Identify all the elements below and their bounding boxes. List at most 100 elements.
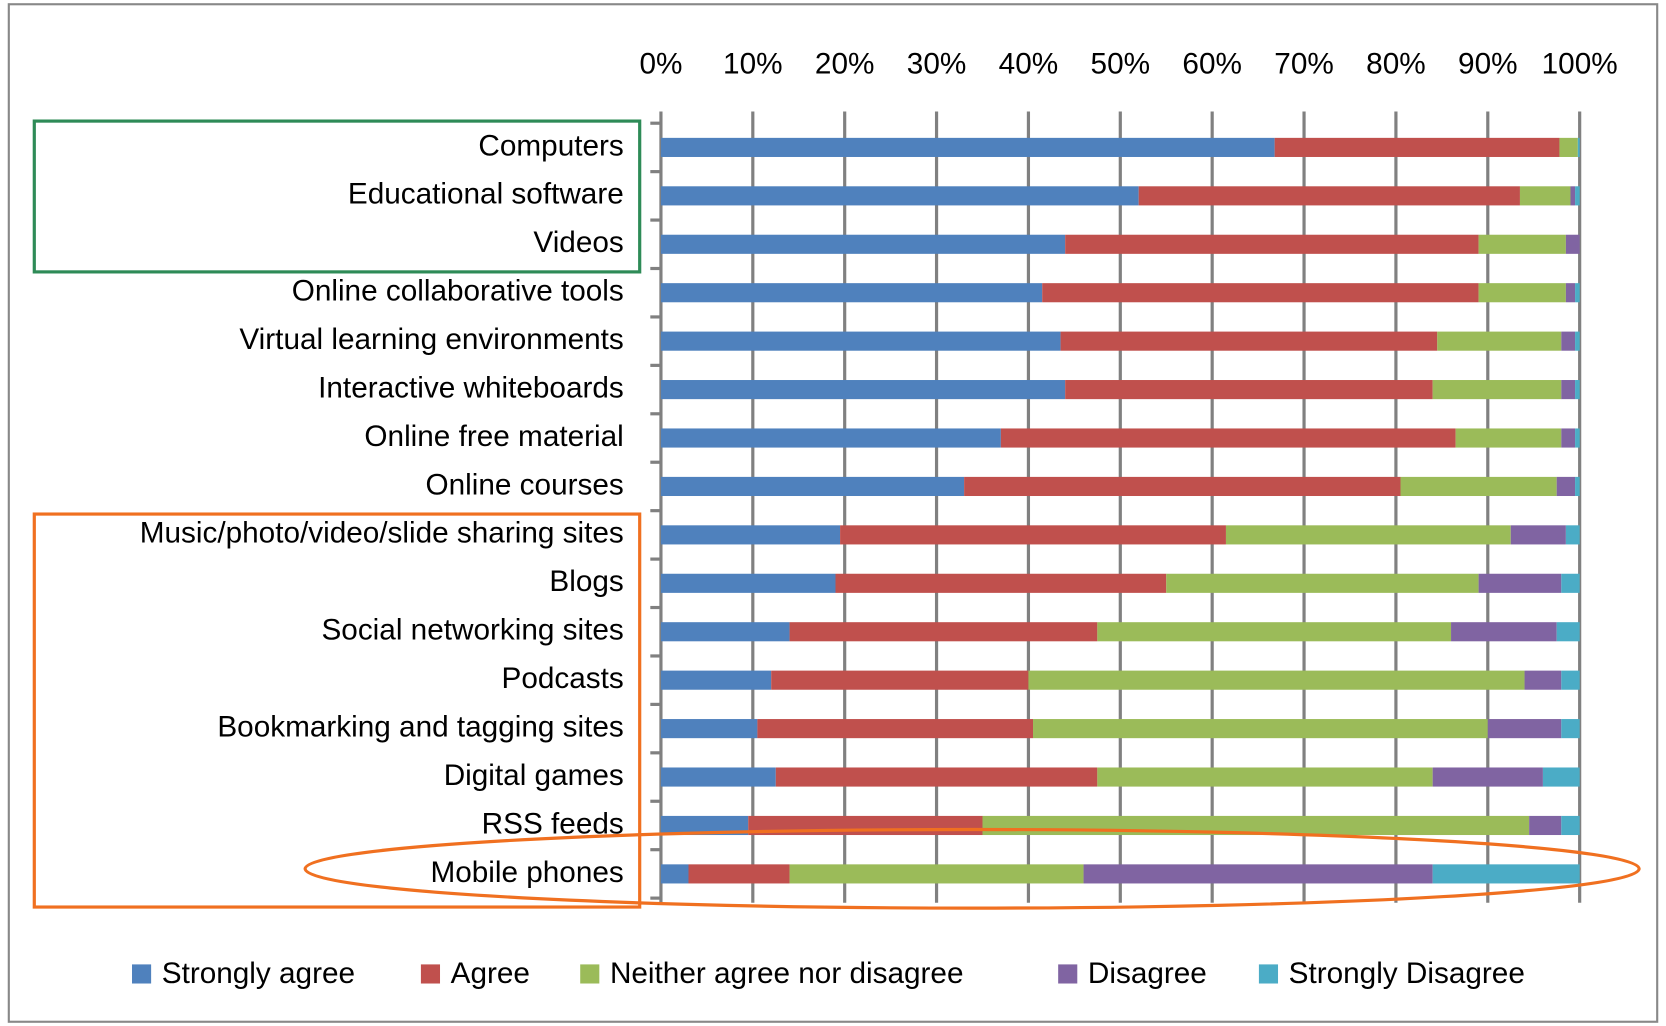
highlight-box xyxy=(32,119,642,274)
bar-segment xyxy=(1556,622,1580,642)
highlight-box xyxy=(32,512,642,909)
legend-label: Agree xyxy=(451,957,530,990)
bar-segment xyxy=(1575,331,1580,351)
bar-segment xyxy=(660,670,772,690)
highlight-ellipse xyxy=(303,827,1641,910)
bar-segment xyxy=(1000,428,1456,448)
bar-segment xyxy=(1400,476,1557,497)
bar-segment xyxy=(771,670,1029,690)
bar-segment xyxy=(1478,283,1566,303)
bar-segment xyxy=(1565,283,1576,303)
legend-swatch xyxy=(580,964,600,984)
x-tick-label: 100% xyxy=(1542,48,1618,81)
bar-segment xyxy=(757,719,1034,739)
bar-segment xyxy=(1561,670,1580,690)
bar-segment xyxy=(1097,622,1452,642)
y-tick-label: Interactive whiteboards xyxy=(318,371,624,404)
bar-segment xyxy=(688,864,790,884)
bar-segment xyxy=(660,719,758,739)
x-tick-label: 30% xyxy=(907,48,966,81)
bar-segment xyxy=(1432,864,1580,884)
bar-segment xyxy=(1561,428,1576,448)
y-tick-label: Online free material xyxy=(364,420,623,453)
bar-segment xyxy=(1561,331,1576,351)
x-tick-label: 20% xyxy=(815,48,874,81)
bar-segment xyxy=(1478,234,1566,254)
y-tick-label: Mobile phones xyxy=(430,856,623,889)
y-tick-label: Virtual learning environments xyxy=(239,323,623,356)
bar-segment xyxy=(1575,380,1580,400)
y-tick-label: Educational software xyxy=(348,178,624,211)
bar-segment xyxy=(1561,380,1576,400)
bar-segment xyxy=(660,137,1275,157)
x-tick-label: 10% xyxy=(723,48,782,81)
y-tick-label: Digital games xyxy=(444,759,624,792)
bar-segment xyxy=(660,525,841,545)
bar-segment xyxy=(1097,767,1433,787)
y-tick-label: Podcasts xyxy=(502,662,624,695)
bar-segment xyxy=(660,331,1061,351)
bar-segment xyxy=(1225,525,1511,545)
legend-label: Strongly Disagree xyxy=(1289,957,1525,990)
x-tick-label: 0% xyxy=(639,48,682,81)
x-tick-label: 90% xyxy=(1458,48,1517,81)
bar-segment xyxy=(1561,815,1580,836)
bar-segment xyxy=(1028,670,1525,690)
bar-segment xyxy=(1033,719,1488,739)
bar-segment xyxy=(1577,137,1580,157)
bar-segment xyxy=(964,476,1401,497)
bar-segment xyxy=(1083,864,1433,884)
bar-segment xyxy=(660,573,836,593)
bar-segment xyxy=(1042,283,1479,303)
bar-segment xyxy=(1065,234,1479,254)
bar-segment xyxy=(660,815,749,836)
bar-segment xyxy=(1065,380,1433,400)
bar-segment xyxy=(1432,767,1543,787)
bar-segment xyxy=(1575,283,1580,303)
x-tick-label: 70% xyxy=(1274,48,1333,81)
bar-segment xyxy=(660,380,1066,400)
x-tick-label: 40% xyxy=(999,48,1058,81)
bar-segment xyxy=(1570,186,1576,206)
legend-swatch xyxy=(132,964,152,984)
bar-segment xyxy=(1556,476,1576,497)
bar-segment xyxy=(1529,815,1562,836)
legend-swatch xyxy=(1258,964,1279,984)
bar-segment xyxy=(660,622,790,642)
bar-segment xyxy=(1565,234,1580,254)
bar-segment xyxy=(1519,186,1571,206)
bar-segment xyxy=(775,767,1098,787)
bar-segment xyxy=(1575,476,1580,497)
bar-segment xyxy=(789,864,1084,884)
bar-segment xyxy=(1487,719,1562,739)
bar-segment xyxy=(660,283,1043,303)
bar-segment xyxy=(1138,186,1520,206)
x-tick-label: 50% xyxy=(1091,48,1150,81)
bar-segment xyxy=(1510,525,1566,545)
legend-label: Neither agree nor disagree xyxy=(610,957,964,990)
legend-swatch xyxy=(420,964,441,984)
bar-segment xyxy=(1060,331,1438,351)
bar-segment xyxy=(1451,622,1557,642)
x-tick-label: 80% xyxy=(1366,48,1425,81)
y-tick-label: Blogs xyxy=(549,565,623,598)
bar-segment xyxy=(1559,137,1578,157)
bar-segment xyxy=(1478,573,1562,593)
bar-segment xyxy=(1565,525,1580,545)
bar-segment xyxy=(1575,186,1580,206)
bar-segment xyxy=(1561,719,1580,739)
y-tick-label: Online collaborative tools xyxy=(292,275,624,308)
bar-segment xyxy=(1575,428,1580,448)
bar-segment xyxy=(660,428,1001,448)
bar-segment xyxy=(789,622,1098,642)
y-tick-label: Videos xyxy=(533,226,623,259)
y-tick-label: Social networking sites xyxy=(321,614,623,647)
bar-segment xyxy=(1455,428,1562,448)
y-tick-label: Bookmarking and tagging sites xyxy=(217,710,623,743)
bar-segment xyxy=(835,573,1167,593)
y-tick-label: Online courses xyxy=(426,468,624,501)
bar-segment xyxy=(840,525,1226,545)
bar-segment xyxy=(1274,137,1560,157)
legend-label: Strongly agree xyxy=(162,957,355,990)
